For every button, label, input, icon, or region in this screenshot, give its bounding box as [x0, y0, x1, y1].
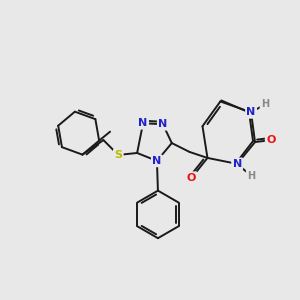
Text: N: N	[138, 118, 148, 128]
Text: H: H	[261, 99, 269, 110]
Text: S: S	[114, 150, 122, 160]
Text: O: O	[187, 173, 196, 183]
Text: N: N	[158, 119, 167, 129]
Text: O: O	[266, 135, 276, 145]
Text: N: N	[232, 159, 242, 169]
Text: N: N	[152, 156, 162, 166]
Text: N: N	[246, 107, 256, 117]
Text: H: H	[247, 171, 255, 181]
